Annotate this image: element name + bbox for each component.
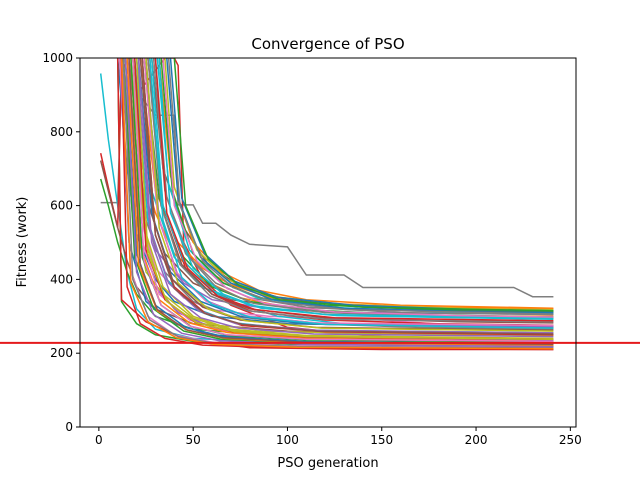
y-tick-label: 600 xyxy=(50,199,73,213)
series-layer xyxy=(99,58,554,351)
series-line-64 xyxy=(135,58,554,340)
chart-title: Convergence of PSO xyxy=(251,35,404,53)
series-line-13 xyxy=(128,58,554,330)
series-line-50 xyxy=(137,58,554,338)
y-tick-label: 200 xyxy=(50,346,73,360)
x-tick-label: 100 xyxy=(276,433,299,447)
y-tick-label: 0 xyxy=(65,420,73,434)
series-line-65 xyxy=(158,58,554,321)
series-line-59 xyxy=(154,58,554,322)
series-line-57 xyxy=(120,58,554,350)
plot-frame xyxy=(79,57,577,428)
series-line-60 xyxy=(124,58,554,348)
series-line-52 xyxy=(162,58,554,318)
x-tick-label: 200 xyxy=(465,433,488,447)
x-tick-label: 0 xyxy=(95,433,103,447)
y-tick-label: 800 xyxy=(50,125,73,139)
series-line-54 xyxy=(145,58,554,332)
y-tick-label: 400 xyxy=(50,272,73,286)
y-axis-ticks: 0 200 400 600 800 1000 xyxy=(42,51,80,434)
y-axis-label: Fitness (work) xyxy=(15,197,30,288)
series-line-58 xyxy=(173,58,554,312)
x-tick-label: 50 xyxy=(186,433,201,447)
x-tick-label: 250 xyxy=(559,433,582,447)
series-line-62 xyxy=(132,58,554,343)
x-tick-label: 150 xyxy=(370,433,393,447)
series-line-55 xyxy=(149,58,554,329)
y-tick-label: 1000 xyxy=(42,51,73,65)
series-line-39 xyxy=(120,58,554,351)
series-line-37 xyxy=(128,58,554,343)
x-axis-ticks: 0 50 100 150 200 250 xyxy=(95,427,582,447)
x-axis-label: PSO generation xyxy=(277,456,378,471)
series-line-51 xyxy=(141,58,554,335)
series-line-63 xyxy=(167,58,554,315)
